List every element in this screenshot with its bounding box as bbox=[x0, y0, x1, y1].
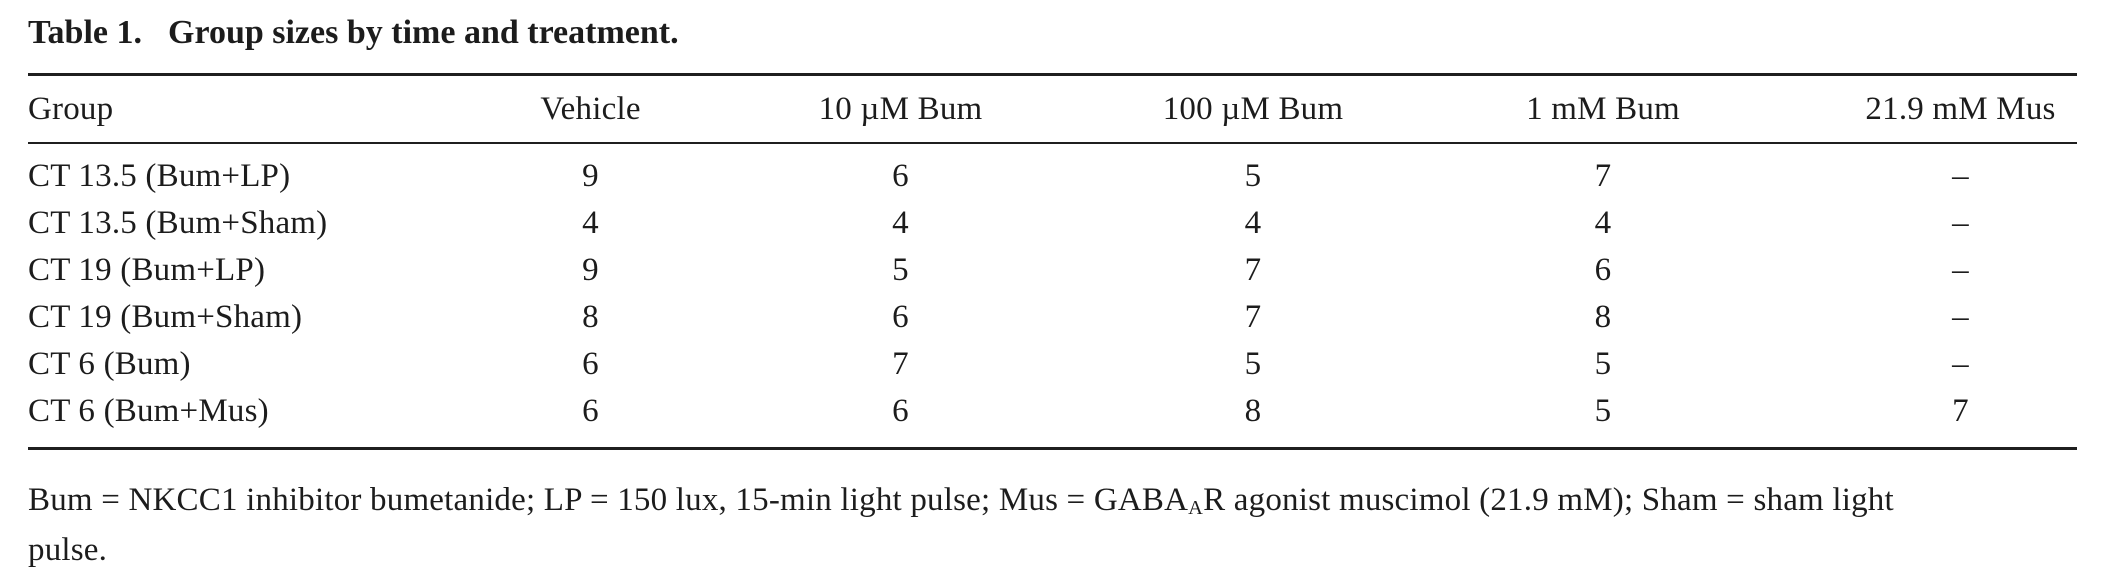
group-sizes-table: Group Vehicle 10 µM Bum 100 µM Bum 1 mM … bbox=[28, 73, 2077, 450]
row-label: CT 13.5 (Bum+LP) bbox=[28, 158, 291, 194]
header-row: Group Vehicle 10 µM Bum 100 µM Bum 1 mM … bbox=[28, 73, 2077, 144]
table-row: CT 19 (Bum+LP) 9 5 7 6 – bbox=[28, 247, 2077, 294]
table-row: CT 13.5 (Bum+Sham) 4 4 4 4 – bbox=[28, 200, 2077, 247]
cell-10um-bum: 4 bbox=[892, 205, 909, 241]
cell-1mm-bum: 7 bbox=[1594, 158, 1612, 194]
footnote-subscript-a: A bbox=[1188, 496, 1204, 519]
table-number: Table 1. bbox=[28, 14, 143, 51]
cell-1mm-bum: 5 bbox=[1594, 346, 1612, 382]
cell-10um-bum: 6 bbox=[892, 393, 909, 429]
cell-100um-bum: 7 bbox=[1244, 252, 1262, 288]
column-header-10um-bum: 10 µM Bum bbox=[733, 73, 1068, 144]
cell-mus: – bbox=[1952, 205, 1969, 241]
cell-10um-bum: 6 bbox=[892, 299, 909, 335]
table-row: CT 6 (Bum) 6 7 5 5 – bbox=[28, 341, 2077, 388]
cell-100um-bum: 7 bbox=[1244, 299, 1262, 335]
footnote-text-part2: R agonist muscimol (21.9 mM); Sham = sha… bbox=[1203, 482, 1894, 518]
row-label: CT 13.5 (Bum+Sham) bbox=[28, 205, 328, 241]
cell-100um-bum: 4 bbox=[1244, 205, 1262, 241]
cell-1mm-bum: 5 bbox=[1594, 393, 1612, 429]
row-label: CT 6 (Bum) bbox=[28, 346, 191, 382]
table-row: CT 13.5 (Bum+LP) 9 6 5 7 – bbox=[28, 143, 2077, 200]
row-label: CT 19 (Bum+LP) bbox=[28, 252, 266, 288]
row-label: CT 19 (Bum+Sham) bbox=[28, 299, 303, 335]
cell-vehicle: 6 bbox=[582, 346, 599, 382]
cell-1mm-bum: 4 bbox=[1594, 205, 1612, 241]
column-header-vehicle: Vehicle bbox=[448, 73, 733, 144]
cell-vehicle: 9 bbox=[582, 252, 599, 288]
table-footnote: Bum = NKCC1 inhibitor bumetanide; LP = 1… bbox=[28, 475, 2077, 575]
footnote-line-2: pulse. bbox=[28, 532, 108, 568]
cell-vehicle: 4 bbox=[582, 205, 599, 241]
footnote-text-part1: Bum = NKCC1 inhibitor bumetanide; LP = 1… bbox=[28, 482, 1189, 518]
cell-100um-bum: 5 bbox=[1244, 158, 1262, 194]
cell-vehicle: 6 bbox=[582, 393, 599, 429]
cell-10um-bum: 6 bbox=[892, 158, 909, 194]
cell-mus: – bbox=[1952, 252, 1969, 288]
cell-mus: – bbox=[1952, 299, 1969, 335]
cell-100um-bum: 8 bbox=[1244, 393, 1262, 429]
cell-mus: 7 bbox=[1952, 393, 1969, 429]
footnote-line-1: Bum = NKCC1 inhibitor bumetanide; LP = 1… bbox=[28, 475, 2077, 525]
cell-100um-bum: 5 bbox=[1244, 346, 1262, 382]
column-header-mus: 21.9 mM Mus bbox=[1768, 73, 2077, 144]
table-row: CT 6 (Bum+Mus) 6 6 8 5 7 bbox=[28, 388, 2077, 449]
column-header-group: Group bbox=[28, 73, 448, 144]
row-label: CT 6 (Bum+Mus) bbox=[28, 393, 269, 429]
cell-mus: – bbox=[1952, 346, 1969, 382]
cell-10um-bum: 7 bbox=[892, 346, 909, 382]
cell-vehicle: 8 bbox=[582, 299, 599, 335]
cell-vehicle: 9 bbox=[582, 158, 599, 194]
table-row: CT 19 (Bum+Sham) 8 6 7 8 – bbox=[28, 294, 2077, 341]
cell-10um-bum: 5 bbox=[892, 252, 909, 288]
table-caption: Group sizes by time and treatment. bbox=[168, 14, 679, 51]
column-header-1mm-bum: 1 mM Bum bbox=[1438, 73, 1768, 144]
cell-mus: – bbox=[1952, 158, 1969, 194]
table-title: Table 1. Group sizes by time and treatmen… bbox=[28, 12, 2077, 54]
cell-1mm-bum: 8 bbox=[1594, 299, 1612, 335]
column-header-100um-bum: 100 µM Bum bbox=[1068, 73, 1438, 144]
cell-1mm-bum: 6 bbox=[1594, 252, 1612, 288]
